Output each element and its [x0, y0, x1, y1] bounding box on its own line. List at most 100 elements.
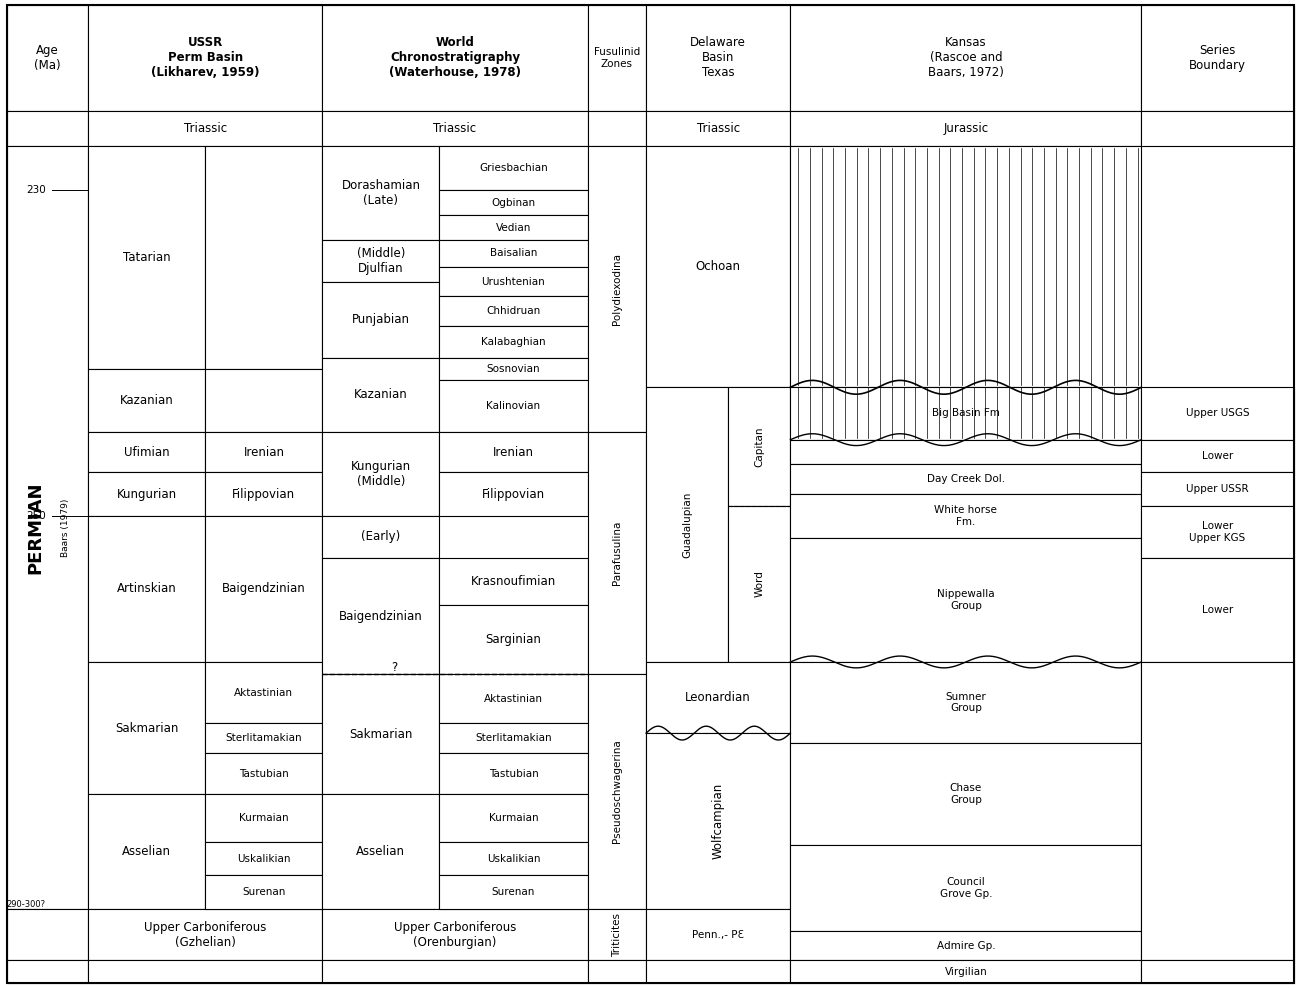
Bar: [790, 960, 1141, 983]
Bar: [439, 605, 588, 674]
Bar: [1141, 440, 1294, 472]
Bar: [322, 674, 439, 794]
Bar: [88, 5, 322, 111]
Text: Capitan: Capitan: [754, 427, 764, 466]
Text: Vedian: Vedian: [495, 222, 532, 233]
Text: Delaware
Basin
Texas: Delaware Basin Texas: [690, 37, 746, 79]
Bar: [1141, 960, 1294, 983]
Bar: [646, 387, 728, 662]
Text: (Middle)
Djulfian: (Middle) Djulfian: [356, 247, 406, 275]
Text: Filippovian: Filippovian: [482, 487, 545, 501]
Bar: [439, 296, 588, 326]
Text: Jurassic: Jurassic: [944, 122, 988, 135]
Text: Tastubian: Tastubian: [239, 769, 289, 779]
Text: Fusulinid
Zones: Fusulinid Zones: [594, 47, 640, 68]
Text: Lower: Lower: [1201, 451, 1234, 461]
Text: Sosnovian: Sosnovian: [486, 364, 541, 374]
Bar: [6, 146, 88, 909]
Text: Age
(Ma): Age (Ma): [34, 43, 61, 72]
Text: Guadalupian: Guadalupian: [682, 491, 692, 558]
Bar: [205, 146, 322, 369]
Bar: [588, 909, 646, 960]
Text: Polydiexodina: Polydiexodina: [612, 253, 621, 325]
Bar: [1141, 387, 1294, 440]
Text: Irenian: Irenian: [243, 446, 285, 458]
Text: Sumner
Group: Sumner Group: [945, 692, 987, 713]
Text: Sterlitamakian: Sterlitamakian: [226, 733, 302, 743]
Text: Ufimian: Ufimian: [124, 446, 170, 458]
Bar: [205, 662, 322, 723]
Bar: [88, 794, 205, 909]
Text: Triassic: Triassic: [183, 122, 228, 135]
Text: Irenian: Irenian: [493, 446, 534, 458]
Text: Filippovian: Filippovian: [233, 487, 295, 501]
Text: Krasnoufimian: Krasnoufimian: [471, 575, 556, 588]
Text: Sterlitamakian: Sterlitamakian: [476, 733, 551, 743]
Bar: [439, 875, 588, 909]
Bar: [322, 794, 439, 909]
Bar: [439, 472, 588, 516]
Text: Series
Boundary: Series Boundary: [1190, 43, 1245, 72]
Bar: [790, 146, 1141, 387]
Text: Kalabaghian: Kalabaghian: [481, 337, 546, 347]
Text: Kurmaian: Kurmaian: [239, 813, 289, 823]
Text: 230: 230: [26, 185, 46, 195]
Text: Artinskian: Artinskian: [117, 582, 177, 596]
Text: Asselian: Asselian: [356, 845, 406, 859]
Text: Leonardian: Leonardian: [685, 691, 751, 704]
Bar: [588, 674, 646, 909]
Bar: [439, 215, 588, 240]
Bar: [88, 369, 205, 432]
Bar: [728, 387, 790, 506]
Text: Dorashamian
(Late): Dorashamian (Late): [342, 179, 420, 207]
Text: Chase
Group: Chase Group: [950, 783, 982, 804]
Bar: [588, 960, 646, 983]
Bar: [205, 842, 322, 875]
Bar: [439, 267, 588, 296]
Text: Day Creek Dol.: Day Creek Dol.: [927, 474, 1005, 484]
Bar: [790, 5, 1141, 111]
Text: (Early): (Early): [361, 531, 400, 543]
Bar: [439, 240, 588, 267]
Text: Baigendzinian: Baigendzinian: [339, 610, 422, 622]
Text: Griesbachian: Griesbachian: [480, 163, 547, 173]
Bar: [6, 111, 88, 146]
Bar: [439, 794, 588, 842]
Text: Kansas
(Rascoe and
Baars, 1972): Kansas (Rascoe and Baars, 1972): [928, 37, 1004, 79]
Bar: [728, 506, 790, 662]
Bar: [439, 432, 588, 472]
Text: Triticites: Triticites: [612, 913, 621, 956]
Bar: [646, 960, 790, 983]
Text: Upper USGS: Upper USGS: [1186, 408, 1249, 419]
Bar: [88, 960, 322, 983]
Text: Aktastinian: Aktastinian: [484, 694, 543, 703]
Text: Kungurian
(Middle): Kungurian (Middle): [351, 459, 411, 488]
Bar: [439, 146, 588, 190]
Text: Lower
Upper KGS: Lower Upper KGS: [1190, 522, 1245, 542]
Bar: [88, 472, 205, 516]
Bar: [322, 960, 588, 983]
Bar: [88, 111, 322, 146]
Bar: [322, 111, 588, 146]
Text: Triassic: Triassic: [697, 122, 740, 135]
Bar: [1141, 111, 1294, 146]
Bar: [790, 662, 1141, 743]
Bar: [646, 909, 790, 960]
Text: Kurmaian: Kurmaian: [489, 813, 538, 823]
Text: Parafusulina: Parafusulina: [612, 521, 621, 585]
Bar: [646, 662, 790, 733]
Bar: [1141, 558, 1294, 662]
Text: Kazanian: Kazanian: [120, 393, 174, 407]
Bar: [322, 516, 439, 558]
Text: Baisalian: Baisalian: [490, 248, 537, 259]
Bar: [646, 146, 790, 387]
Text: Upper Carboniferous
(Orenburgian): Upper Carboniferous (Orenburgian): [394, 921, 516, 948]
Bar: [790, 494, 1141, 538]
Text: Pseudoschwagerina: Pseudoschwagerina: [612, 739, 621, 844]
Bar: [322, 432, 439, 516]
Bar: [439, 842, 588, 875]
Bar: [790, 538, 1141, 662]
Text: Triassic: Triassic: [433, 122, 477, 135]
Text: Surenan: Surenan: [491, 887, 536, 897]
Text: Ogbinan: Ogbinan: [491, 198, 536, 207]
